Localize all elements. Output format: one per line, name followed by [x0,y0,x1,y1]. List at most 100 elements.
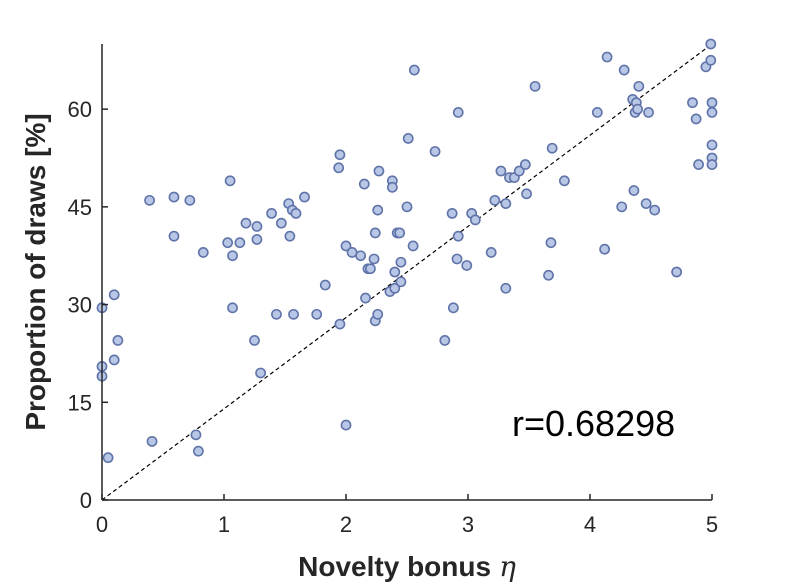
y-axis-title: Proportion of draws [%] [20,113,51,430]
data-point [251,234,263,245]
data-point [489,194,501,206]
data-point [251,220,263,232]
data-point [632,103,643,115]
data-point [447,302,459,314]
data-point [407,240,419,252]
data-point [144,194,155,206]
data-point [368,253,380,265]
y-tick-label: 0 [80,488,92,513]
data-point [224,175,236,187]
data-point [401,201,413,213]
data-point [446,207,458,219]
data-point [543,269,554,281]
x-axis-title: Novelty bonus η [298,550,516,583]
data-point [190,429,202,441]
data-point [364,263,376,275]
data-point [197,247,209,258]
data-point [373,165,385,177]
data-point [369,227,381,239]
data-point [240,217,252,229]
y-tick-label: 15 [68,390,92,415]
data-point [271,308,282,320]
data-point [649,204,661,216]
data-point [643,107,654,118]
data-point [372,308,384,320]
data-point [618,64,630,76]
data-point [521,188,532,200]
data-point [394,227,406,239]
data-point [705,54,717,66]
data-point [372,204,384,216]
data-point [275,217,287,229]
data-point [222,237,234,249]
data-point [146,435,158,447]
data-point [452,230,464,242]
data-point [340,240,352,252]
data-point [290,207,302,219]
data-point [628,185,640,196]
data-point [429,146,441,157]
data-point [112,334,124,346]
data-point [389,282,401,294]
data-point [108,289,120,301]
data-point [640,198,652,209]
correlation-annotation: r=0.68298 [512,403,675,444]
data-point [706,159,718,170]
data-point [500,282,512,294]
data-point [334,318,346,330]
data-point [706,107,718,118]
data-point [340,419,352,431]
data-point [249,334,260,346]
data-point [500,198,512,209]
data-point [168,230,180,242]
data-point [706,97,718,109]
data-point [687,97,698,109]
data-point [616,201,628,213]
data-point [485,247,497,258]
data-point [386,181,398,193]
data-point [546,142,558,154]
x-tick-label: 2 [340,512,352,537]
data-point [545,237,557,249]
data-point [192,445,204,457]
data-point [284,230,296,242]
y-tick-label: 45 [68,195,92,220]
x-axis-symbol: η [499,550,516,583]
data-point [452,107,464,118]
x-tick-label: 5 [706,512,718,537]
data-point [693,159,704,170]
data-point [360,292,371,304]
data-point [299,191,310,203]
data-point [633,80,645,92]
x-tick-label: 3 [462,512,474,537]
data-point [227,250,238,262]
data-point [439,334,451,346]
data-point [558,175,570,187]
data-point [461,260,473,271]
data-point [108,354,120,366]
data-point [266,207,277,219]
data-point [706,139,718,151]
x-tick-label: 4 [584,512,596,537]
data-point [402,133,414,144]
data-point [358,178,370,190]
data-point [319,279,331,291]
data-point [288,308,299,320]
y-tick-label: 30 [68,293,92,318]
data-point [234,237,246,249]
data-point [591,107,603,118]
x-tick-label: 0 [96,512,108,537]
data-point [395,276,407,288]
data-point [495,165,507,177]
data-point [671,266,683,278]
data-point [168,191,180,203]
data-point [519,159,531,170]
data-points [96,38,718,464]
data-point [355,250,367,262]
data-point [513,165,525,177]
data-point [395,256,407,268]
data-point [690,113,702,125]
reference-line [101,43,713,501]
data-point [102,452,114,464]
